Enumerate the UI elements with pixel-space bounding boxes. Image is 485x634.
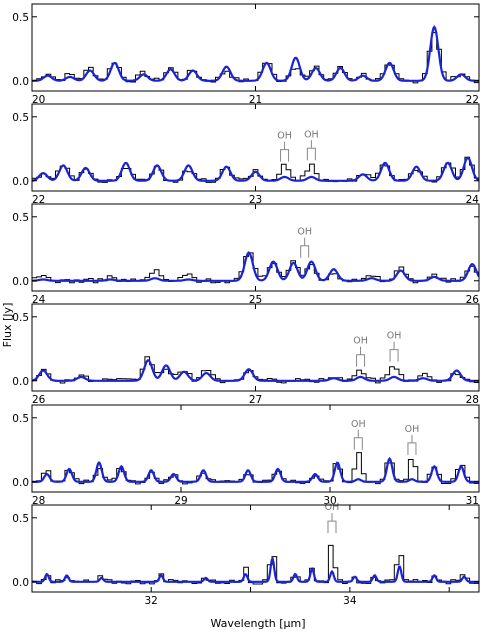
oh-marker-5-2 <box>407 434 417 455</box>
y-tick-label: 0.0 <box>12 176 29 188</box>
spectrum-panel-4: OH OH 26 27 28 0.0 0.5 <box>12 303 480 406</box>
x-tick-label: 34 <box>343 595 357 607</box>
y-tick-label: 0.5 <box>12 12 29 24</box>
panel-frame-5 <box>31 404 480 493</box>
x-tick-label: 26 <box>32 394 46 406</box>
y-axis-label: Flux [Jy] <box>1 303 14 348</box>
spectrum-panel-1: 20 21 22 0.0 0.5 <box>12 3 480 106</box>
y-tick-label: 0.0 <box>12 376 29 388</box>
oh-marker-3-1 <box>300 237 310 258</box>
y-tick-label: 0.5 <box>12 413 29 425</box>
model-spectrum-6 <box>32 557 479 583</box>
oh-marker-6-1 <box>327 513 337 534</box>
x-tick-label: 24 <box>32 294 46 306</box>
panel-frame-2 <box>31 103 480 192</box>
x-tick-label: 30 <box>323 495 336 507</box>
y-tick-label: 0.0 <box>12 276 29 288</box>
x-tick-label: 24 <box>466 194 480 206</box>
x-tick-label: 25 <box>249 294 262 306</box>
y-tick-label: 0.5 <box>12 112 29 124</box>
model-spectrum-2 <box>32 156 479 182</box>
spectrum-panel-2: OH OH 22 23 24 0.0 0.5 <box>12 103 480 206</box>
y-tick-label: 0.0 <box>12 76 29 88</box>
y-tick-label: 0.0 <box>12 477 29 489</box>
panel-frame-1 <box>31 3 480 92</box>
oh-label: OH <box>351 419 366 430</box>
model-spectrum-5 <box>32 456 479 483</box>
x-tick-label: 32 <box>145 595 158 607</box>
x-tick-label: 21 <box>249 94 262 106</box>
oh-label: OH <box>325 502 340 513</box>
x-tick-label: 28 <box>466 394 479 406</box>
y-tick-label: 0.0 <box>12 577 29 589</box>
oh-marker-5-1 <box>353 429 363 450</box>
panel-frame-6 <box>31 504 480 593</box>
x-tick-label: 27 <box>249 394 262 406</box>
oh-label: OH <box>405 424 420 435</box>
x-axis-label: Wavelength [μm] <box>210 617 305 630</box>
observed-spectrum-2 <box>32 156 479 183</box>
y-tick-label: 0.5 <box>12 513 29 525</box>
x-tick-label: 22 <box>32 194 45 206</box>
observed-spectrum-6 <box>32 544 479 585</box>
oh-label: OH <box>387 331 402 342</box>
oh-marker-2-2 <box>306 140 316 161</box>
oh-label: OH <box>304 129 319 140</box>
model-spectrum-3 <box>32 251 479 282</box>
x-tick-label: 28 <box>32 495 45 507</box>
x-tick-label: 26 <box>466 294 480 306</box>
y-tick-label: 0.5 <box>12 312 29 324</box>
y-tick-label: 0.5 <box>12 212 29 224</box>
oh-label: OH <box>277 131 292 142</box>
spectrum-panel-3: OH 24 25 26 0.0 0.5 <box>12 203 480 306</box>
oh-marker-4-2 <box>389 341 399 362</box>
oh-marker-2-1 <box>280 141 290 162</box>
spectrum-panel-6: OH 32 34 0.0 0.5 <box>12 502 480 607</box>
observed-spectrum-1 <box>32 32 479 84</box>
x-tick-label: 23 <box>249 194 262 206</box>
spectrum-panel-5: OH OH 28 29 30 31 0.0 0.5 <box>12 404 480 507</box>
x-tick-label: 22 <box>466 94 479 106</box>
x-tick-label: 31 <box>466 495 479 507</box>
model-spectrum-1 <box>32 25 479 82</box>
oh-marker-4-1 <box>356 346 366 367</box>
oh-label: OH <box>353 336 368 347</box>
model-spectrum-4 <box>32 359 479 382</box>
oh-label: OH <box>297 227 312 238</box>
observed-spectrum-3 <box>32 252 479 284</box>
x-tick-label: 29 <box>174 495 187 507</box>
x-tick-label: 20 <box>32 94 45 106</box>
panel-frame-3 <box>31 203 480 292</box>
